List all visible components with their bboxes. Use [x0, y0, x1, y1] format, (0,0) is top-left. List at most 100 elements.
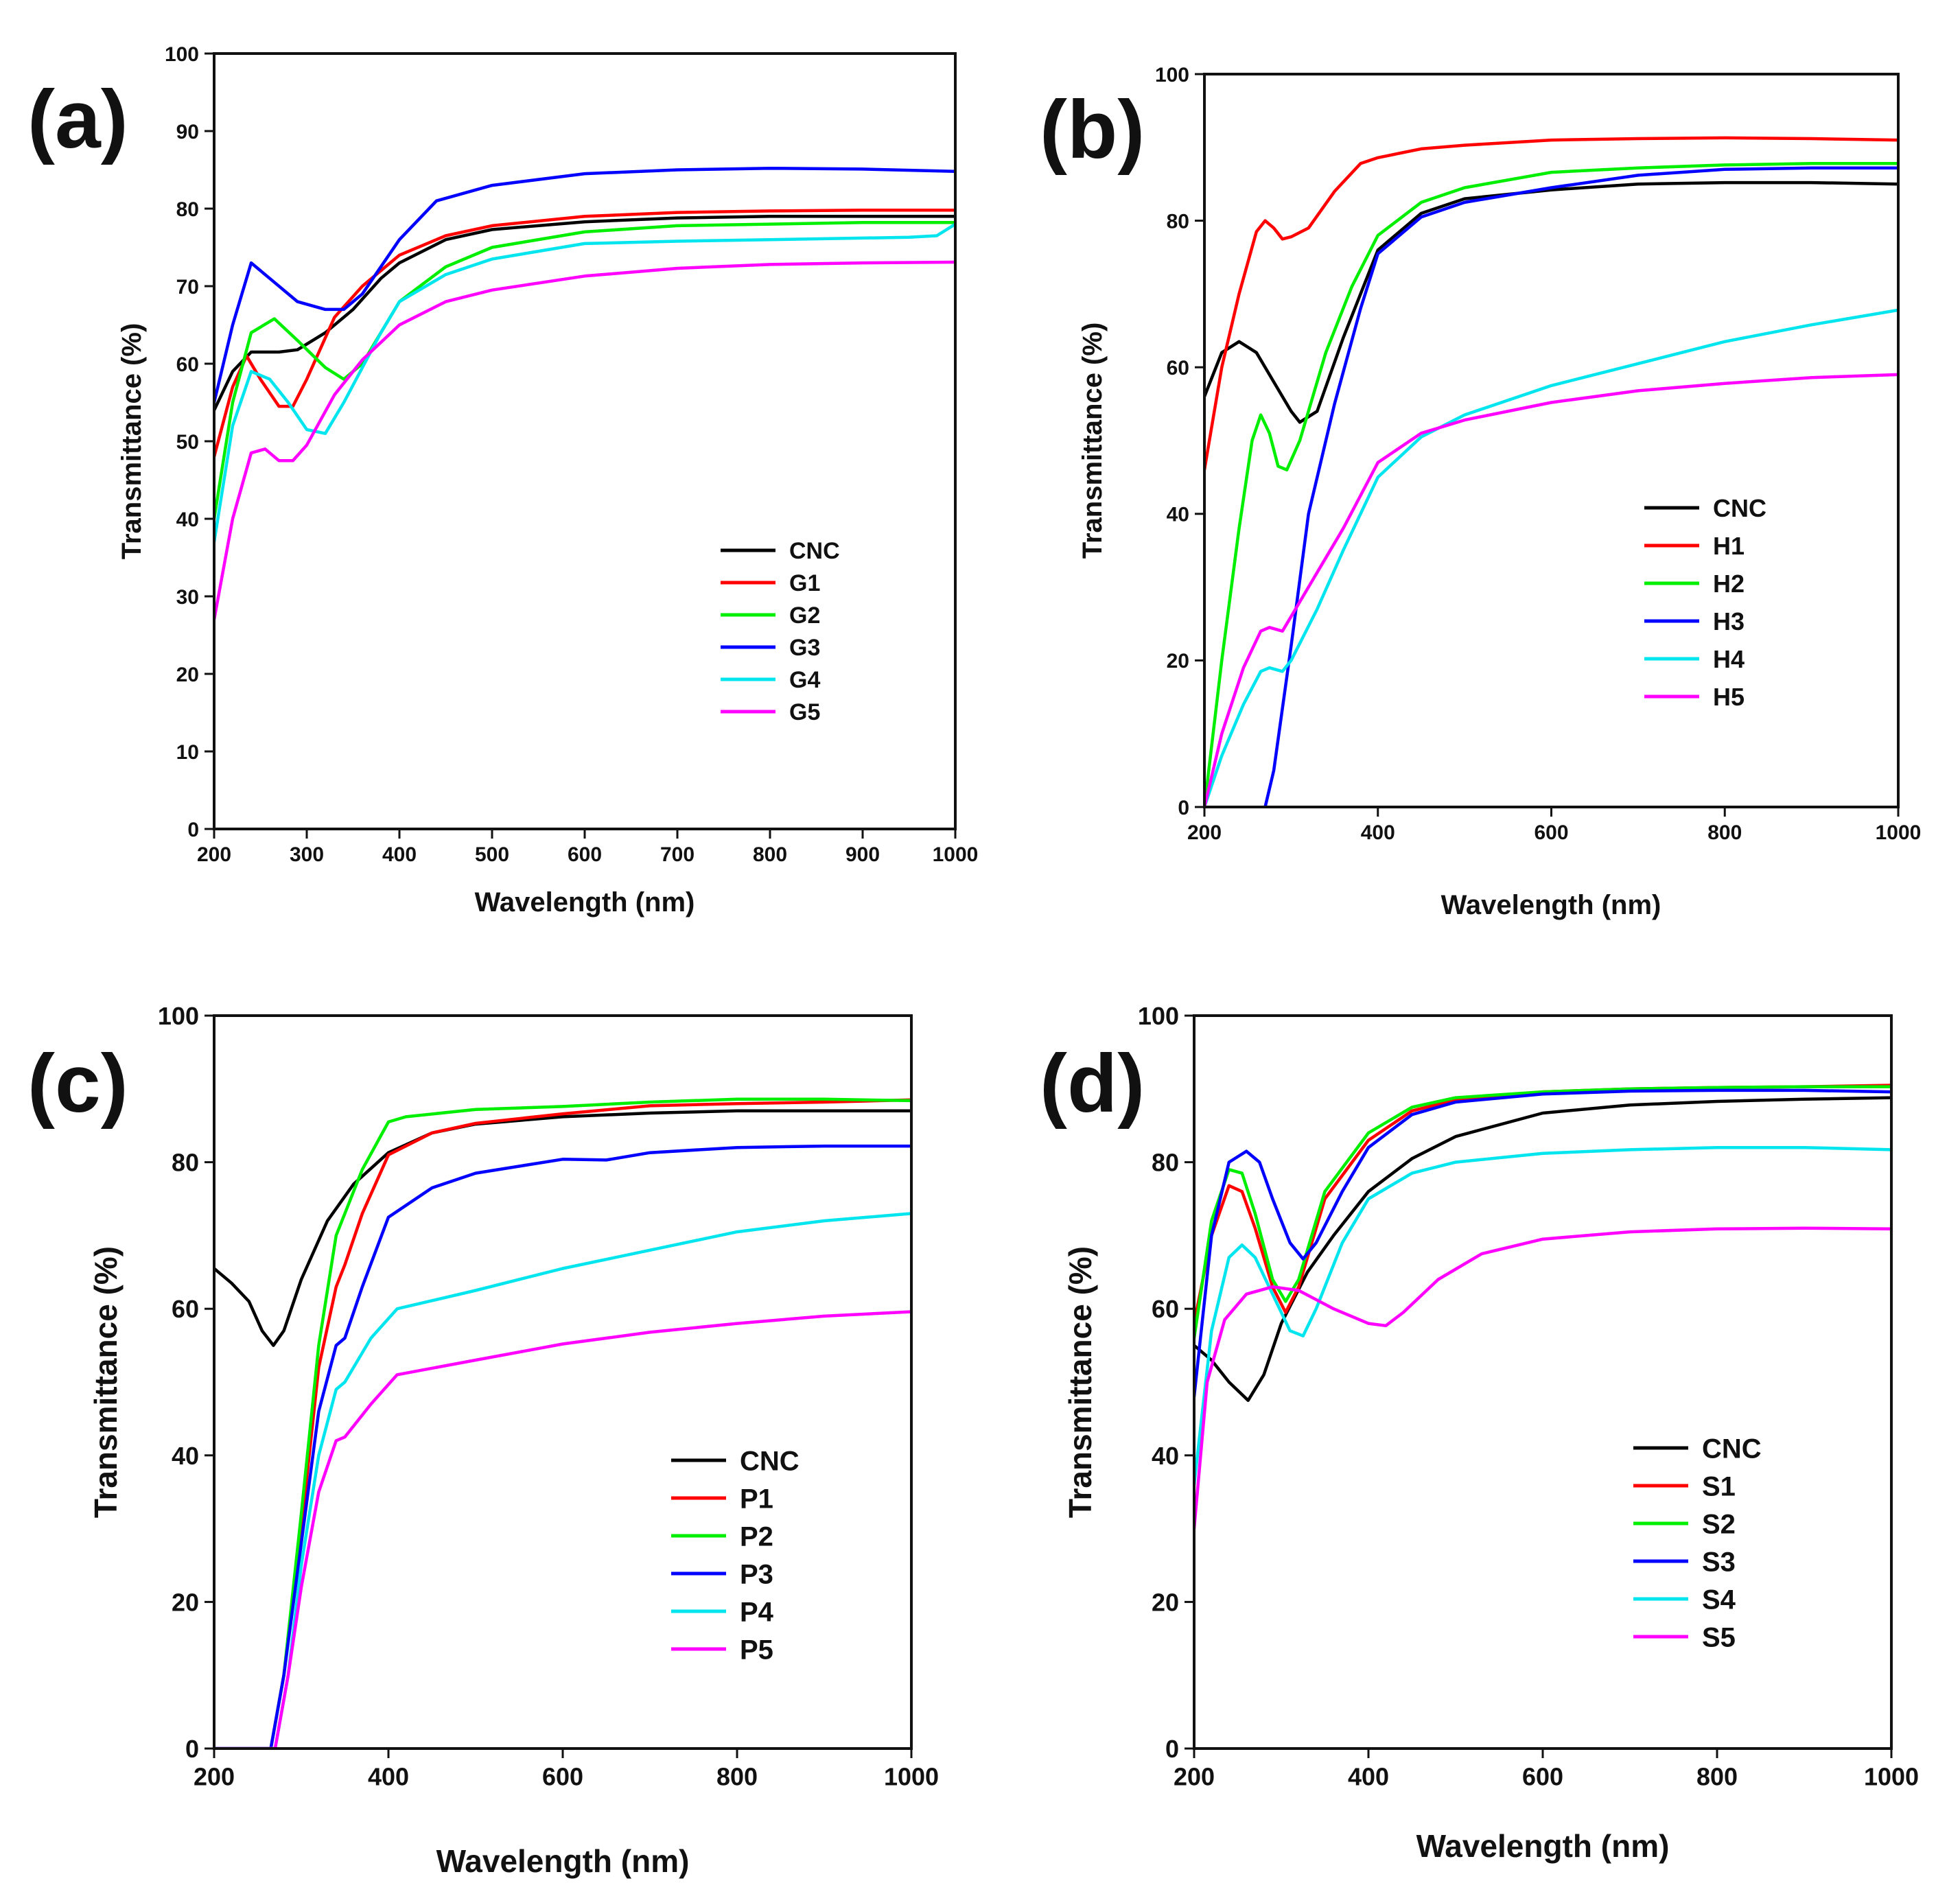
legend-a: CNC G1 G2 G3 G4 G5 — [721, 538, 840, 725]
y-axis-title-d: Transmittance (%) — [1062, 1246, 1098, 1518]
panel-label-b: (b) — [1040, 84, 1145, 176]
series-line-h1 — [1204, 136, 1898, 471]
x-tick-label: 400 — [1348, 1763, 1389, 1791]
y-tick-label: 40 — [172, 1442, 199, 1470]
series-line-p3 — [214, 1144, 911, 1749]
legend-label-g1: G1 — [789, 570, 820, 596]
legend-label-g3: G3 — [789, 635, 820, 661]
legend-label-s2: S2 — [1702, 1509, 1736, 1539]
legend-label-p1: P1 — [740, 1484, 773, 1514]
series-line-s2 — [1194, 1085, 1891, 1340]
legend-d: CNC S1 S2 S3 S4 S5 — [1633, 1434, 1762, 1652]
series-line-h2 — [1204, 162, 1898, 807]
series-line-cnc — [214, 215, 955, 412]
legend-label-cnc: CNC — [789, 538, 840, 564]
y-axis-title-b: Transmittance (%) — [1077, 323, 1108, 559]
series-line-p4 — [214, 1212, 911, 1749]
series-line-g3 — [214, 166, 955, 404]
x-tick-label: 500 — [475, 843, 509, 866]
x-tick-label: 600 — [568, 843, 602, 866]
panel-a: (a) Wavelength (nm) Transmittance (%) 20… — [27, 43, 978, 917]
y-tick-label: 90 — [176, 121, 199, 143]
y-tick-label: 100 — [1155, 64, 1189, 86]
series-line-cnc — [1194, 1096, 1891, 1402]
legend-label-p3: P3 — [740, 1559, 773, 1589]
series-line-p2 — [214, 1097, 911, 1749]
series-line-g5 — [214, 260, 955, 622]
series-group-a — [214, 166, 955, 622]
y-tick-label: 0 — [185, 1735, 199, 1763]
x-tick-label: 1000 — [884, 1763, 939, 1791]
series-line-g2 — [214, 221, 955, 521]
series-line-cnc — [214, 1109, 911, 1347]
y-tick-label: 30 — [176, 586, 199, 609]
x-tick-label: 200 — [1174, 1763, 1215, 1791]
x-tick-label: 1000 — [933, 843, 979, 866]
x-tick-label: 800 — [1696, 1763, 1738, 1791]
y-tick-label: 70 — [176, 276, 199, 299]
x-tick-label: 1000 — [1876, 821, 1922, 844]
series-line-h3 — [1263, 166, 1898, 807]
x-tick-label: 300 — [290, 843, 324, 866]
y-tick-label: 80 — [1152, 1149, 1179, 1177]
series-line-s3 — [1194, 1088, 1891, 1399]
panel-label-c: (c) — [27, 1038, 128, 1130]
legend-label-s1: S1 — [1702, 1471, 1736, 1501]
plot-frame-c — [213, 1014, 913, 1750]
y-tick-label: 20 — [172, 1588, 199, 1616]
x-tick-label: 200 — [194, 1763, 235, 1791]
x-axis-title-d: Wavelength (nm) — [1416, 1828, 1670, 1864]
y-tick-label: 20 — [1152, 1588, 1179, 1616]
x-tick-label: 200 — [197, 843, 231, 866]
x-tick-label: 600 — [1522, 1763, 1563, 1791]
y-tick-label: 60 — [176, 353, 199, 376]
panel-c: (c) Wavelength (nm) Transmittance (%) 20… — [27, 1002, 939, 1879]
legend-label-g4: G4 — [789, 667, 820, 693]
y-tick-label: 0 — [1165, 1735, 1179, 1763]
legend-label-h2: H2 — [1713, 570, 1745, 598]
series-line-s5 — [1194, 1226, 1891, 1530]
legend-label-h3: H3 — [1713, 607, 1745, 635]
x-axis-title-a: Wavelength (nm) — [475, 887, 695, 917]
y-tick-label: 0 — [1178, 797, 1189, 819]
y-tick-label: 100 — [1138, 1002, 1179, 1030]
y-tick-label: 80 — [1167, 210, 1189, 233]
y-tick-label: 10 — [176, 741, 199, 764]
series-group-d — [1194, 1084, 1891, 1530]
legend-label-h1: H1 — [1713, 532, 1745, 560]
y-tick-label: 80 — [172, 1149, 199, 1177]
series-group-b — [1204, 136, 1898, 807]
y-tick-label: 40 — [176, 508, 199, 531]
x-axis-title-b: Wavelength (nm) — [1441, 890, 1661, 920]
legend-label-s4: S4 — [1702, 1585, 1736, 1615]
y-tick-label: 60 — [1152, 1295, 1179, 1323]
x-axis-title-c: Wavelength (nm) — [436, 1843, 690, 1879]
series-line-h4 — [1204, 308, 1898, 807]
series-line-p1 — [214, 1098, 911, 1749]
x-tick-label: 400 — [1361, 821, 1395, 844]
legend-label-s3: S3 — [1702, 1547, 1736, 1577]
y-tick-label: 20 — [176, 664, 199, 686]
y-tick-label: 0 — [187, 819, 199, 841]
y-axis-title-a: Transmittance (%) — [117, 323, 147, 560]
y-tick-label: 40 — [1167, 504, 1189, 526]
y-axis-title-c: Transmittance (%) — [88, 1246, 124, 1518]
x-tick-label: 200 — [1187, 821, 1222, 844]
legend-label-cnc: CNC — [740, 1446, 800, 1476]
panel-label-d: (d) — [1040, 1038, 1145, 1130]
x-tick-label: 900 — [845, 843, 880, 866]
y-tick-label: 60 — [172, 1295, 199, 1323]
panel-b: (b) Wavelength (nm) Transmittance (%) 20… — [1040, 64, 1921, 920]
x-tick-label: 1000 — [1864, 1763, 1919, 1791]
y-tick-label: 100 — [158, 1002, 199, 1030]
legend-label-h5: H5 — [1713, 683, 1745, 711]
panel-d: (d) Wavelength (nm) Transmittance (%) 20… — [1040, 1002, 1919, 1864]
legend-b: CNC H1 H2 H3 H4 H5 — [1644, 494, 1766, 711]
legend-label-cnc: CNC — [1702, 1434, 1762, 1464]
legend-label-s5: S5 — [1702, 1622, 1736, 1652]
x-tick-label: 800 — [716, 1763, 758, 1791]
legend-label-g5: G5 — [789, 699, 820, 725]
y-tick-label: 20 — [1167, 650, 1189, 673]
plot-frame-d — [1193, 1014, 1893, 1750]
